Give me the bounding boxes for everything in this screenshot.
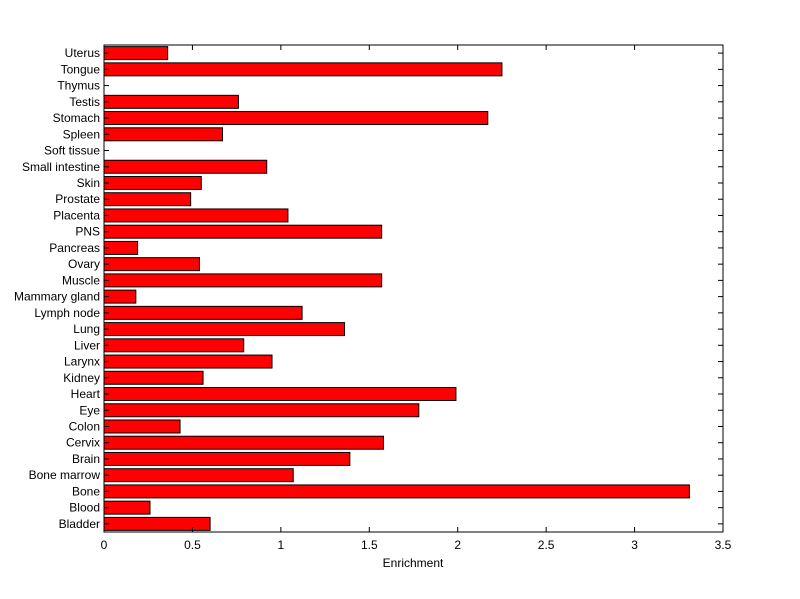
- bar-ovary: [103, 257, 201, 272]
- x-axis-title: Enrichment: [383, 556, 444, 570]
- y-tick-label: Lymph node: [34, 306, 100, 320]
- y-tick-label: Ovary: [68, 257, 100, 271]
- bar-skin: [103, 175, 202, 190]
- y-tick-label: Stomach: [53, 111, 100, 125]
- bar-pns: [103, 224, 383, 239]
- bar-prostate: [103, 192, 192, 207]
- bar-lymph-node: [103, 305, 303, 320]
- bar-uterus: [103, 46, 169, 61]
- y-tick-label: Bladder: [59, 517, 100, 531]
- bar-placenta: [103, 208, 289, 223]
- bar-bone-marrow: [103, 468, 294, 483]
- y-tick-label: Bone: [72, 484, 100, 498]
- y-tick-label: Liver: [74, 338, 100, 352]
- y-tick-label: Skin: [77, 176, 100, 190]
- y-tick-label: Heart: [71, 387, 101, 401]
- y-tick-label: Pancreas: [49, 241, 100, 255]
- bar-eye: [103, 403, 420, 418]
- bar-pancreas: [103, 240, 139, 255]
- x-tick-label: 0.5: [184, 538, 201, 552]
- bars-group: [103, 46, 690, 531]
- x-tick-label: 1: [278, 538, 285, 552]
- bar-heart: [103, 387, 457, 402]
- bar-lung: [103, 322, 346, 337]
- y-ticks-group: Bladder Blood Bone Bone marrow Brain Cervix Co…: [14, 46, 723, 531]
- bar-kidney: [103, 370, 204, 385]
- y-tick-label: Colon: [69, 419, 100, 433]
- y-tick-label: Muscle: [62, 273, 100, 287]
- bar-spleen: [103, 127, 223, 142]
- bar-bone: [103, 484, 690, 499]
- y-tick-label: Bone marrow: [29, 468, 101, 482]
- y-tick-label: Eye: [79, 403, 100, 417]
- x-ticks-group: 0 0.5 1 1.5 2 2.5 3 3.5: [101, 45, 732, 552]
- x-tick-label: 2.5: [538, 538, 555, 552]
- plot-area: [103, 44, 724, 533]
- y-tick-label: Spleen: [63, 127, 100, 141]
- bar-brain: [103, 451, 351, 466]
- bar-blood: [103, 500, 151, 515]
- y-tick-label: Small intestine: [22, 160, 100, 174]
- y-tick-label: Lung: [73, 322, 100, 336]
- x-tick-label: 3: [631, 538, 638, 552]
- x-tick-label: 0: [101, 538, 108, 552]
- bar-bladder: [103, 516, 211, 531]
- y-tick-label: Cervix: [66, 436, 100, 450]
- bar-muscle: [103, 273, 383, 288]
- y-tick-label: Uterus: [65, 46, 100, 60]
- x-tick-label: 1.5: [361, 538, 378, 552]
- y-tick-label: Kidney: [63, 371, 100, 385]
- y-tick-label: Brain: [72, 452, 100, 466]
- y-tick-label: Tongue: [61, 62, 101, 76]
- bar-colon: [103, 419, 181, 434]
- y-tick-label: Thymus: [57, 79, 100, 93]
- y-tick-label: Mammary gland: [14, 290, 100, 304]
- y-tick-label: PNS: [75, 225, 100, 239]
- x-tick-label: 3.5: [715, 538, 732, 552]
- bar-stomach: [103, 111, 489, 126]
- y-tick-label: Soft tissue: [44, 144, 100, 158]
- x-tick-label: 2: [454, 538, 461, 552]
- y-tick-label: Testis: [69, 95, 100, 109]
- y-tick-label: Placenta: [53, 208, 100, 222]
- bar-testis: [103, 94, 239, 109]
- bar-small-intestine: [103, 159, 268, 174]
- y-tick-label: Prostate: [55, 192, 100, 206]
- y-tick-label: Blood: [69, 501, 100, 515]
- bar-larynx: [103, 354, 273, 369]
- bar-liver: [103, 338, 245, 353]
- y-tick-label: Larynx: [64, 355, 100, 369]
- bar-cervix: [103, 435, 384, 450]
- bar-tongue: [103, 62, 503, 77]
